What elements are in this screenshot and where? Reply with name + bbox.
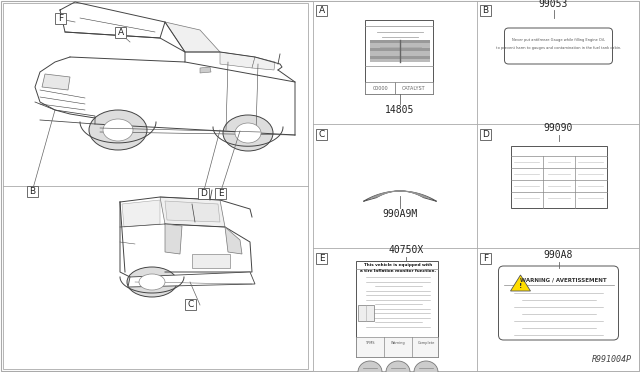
Ellipse shape [386, 361, 410, 372]
Polygon shape [165, 201, 220, 222]
Bar [185, 299, 196, 310]
Bar [480, 5, 491, 16]
Text: CATALYST: CATALYST [402, 86, 426, 90]
Text: This vehicle is equipped with: This vehicle is equipped with [364, 263, 432, 267]
Text: A: A [117, 28, 124, 37]
Polygon shape [220, 52, 255, 68]
Bar [356, 337, 438, 357]
Bar [215, 188, 226, 199]
Text: Never put antifreeze Gauge while filling Engine Oil,: Never put antifreeze Gauge while filling… [512, 38, 605, 42]
Text: a tire Inflation monitor function.: a tire Inflation monitor function. [360, 269, 436, 273]
Text: 990A9M: 990A9M [382, 209, 418, 219]
Bar [115, 27, 126, 38]
Bar [358, 305, 374, 321]
Polygon shape [511, 275, 531, 291]
Text: TPMS: TPMS [365, 341, 375, 345]
Bar [370, 44, 430, 47]
Bar [370, 40, 430, 62]
Text: R991004P: R991004P [592, 355, 632, 364]
Bar [313, 1, 639, 371]
Bar [365, 82, 395, 94]
Text: B: B [483, 6, 488, 15]
Bar [480, 129, 491, 140]
Text: Warning: Warning [390, 341, 405, 345]
Text: 14805: 14805 [385, 105, 415, 115]
Text: B: B [29, 187, 36, 196]
Text: 00000: 00000 [372, 86, 388, 90]
Bar [395, 82, 433, 94]
Polygon shape [364, 191, 436, 201]
Text: Complete: Complete [417, 341, 435, 345]
Bar [3, 3, 308, 369]
Ellipse shape [103, 119, 133, 141]
Text: E: E [218, 189, 223, 198]
Polygon shape [122, 200, 160, 227]
Polygon shape [165, 224, 182, 254]
Ellipse shape [223, 115, 273, 151]
Bar [27, 186, 38, 197]
Bar [192, 254, 230, 268]
Ellipse shape [414, 361, 438, 372]
Text: F: F [483, 254, 488, 263]
Text: 99090: 99090 [544, 123, 573, 133]
Bar [316, 253, 327, 264]
Bar [316, 129, 327, 140]
Polygon shape [128, 272, 255, 287]
Bar [511, 146, 607, 208]
Polygon shape [252, 57, 275, 70]
Text: E: E [319, 254, 324, 263]
Text: 990A8: 990A8 [544, 250, 573, 260]
Text: A: A [319, 6, 324, 15]
Text: D: D [200, 189, 207, 198]
Ellipse shape [127, 267, 177, 297]
Bar [356, 261, 438, 357]
Polygon shape [160, 197, 225, 227]
Text: to prevent harm to gauges and contamination in the fuel tank cabin.: to prevent harm to gauges and contaminat… [496, 46, 621, 50]
Bar [370, 52, 430, 55]
Ellipse shape [89, 110, 147, 150]
Polygon shape [42, 74, 70, 90]
Ellipse shape [235, 123, 261, 143]
Ellipse shape [139, 274, 165, 290]
Text: F: F [58, 14, 63, 23]
Text: D: D [482, 130, 489, 139]
Ellipse shape [358, 361, 382, 372]
Text: C: C [318, 130, 324, 139]
Text: 40750X: 40750X [388, 245, 424, 255]
Bar [198, 188, 209, 199]
Bar [370, 56, 430, 59]
Polygon shape [225, 227, 242, 254]
Bar [316, 5, 327, 16]
Polygon shape [165, 22, 220, 52]
Bar [370, 48, 430, 51]
Bar [365, 20, 433, 94]
Polygon shape [200, 67, 211, 73]
FancyBboxPatch shape [504, 28, 612, 64]
Text: 99053: 99053 [539, 0, 568, 9]
FancyBboxPatch shape [499, 266, 618, 340]
Bar [370, 40, 430, 43]
Text: C: C [188, 300, 194, 309]
Text: !: ! [519, 283, 522, 289]
Bar [55, 13, 66, 24]
Text: WARNING / AVERTISSEMENT: WARNING / AVERTISSEMENT [520, 278, 607, 282]
Bar [480, 253, 491, 264]
